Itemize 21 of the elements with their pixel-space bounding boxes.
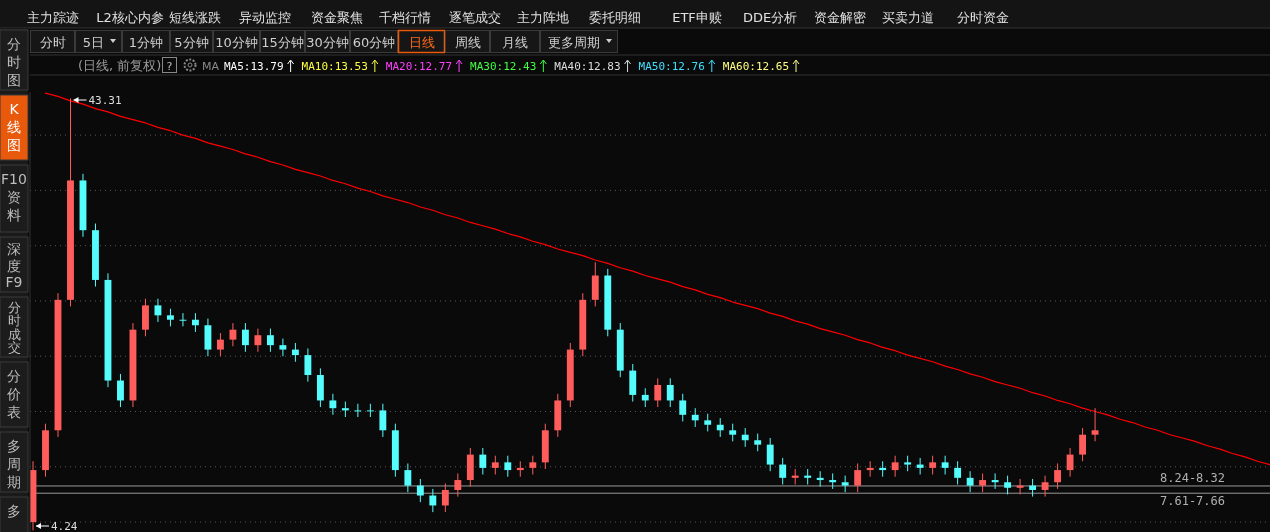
annotation: 4.24 xyxy=(51,520,78,532)
text: 短线涨跌 xyxy=(169,10,221,25)
text: 资金聚焦 xyxy=(311,10,363,25)
annotation: 43.31 xyxy=(88,94,122,107)
text: 委托明细 xyxy=(589,10,641,25)
text: 主力阵地 xyxy=(517,10,569,25)
band-label: 8.24-8.32 xyxy=(1160,471,1226,486)
help-button: ? xyxy=(162,57,177,73)
text: 买卖力道 xyxy=(882,10,934,25)
text: 主力踪迹 xyxy=(27,10,79,25)
text: ETF申赎 xyxy=(672,10,722,25)
text: DDE分析 xyxy=(742,10,798,25)
text: 资金解密 xyxy=(814,10,866,25)
text: 千档行情 xyxy=(379,10,431,25)
text: 逐笔成交 xyxy=(449,10,501,25)
text: L2核心内参 xyxy=(96,10,164,25)
band-label: 7.61-7.66 xyxy=(1160,494,1226,509)
text: MA xyxy=(202,60,220,73)
chart-subtitle: (日线, 前复权) xyxy=(78,58,162,73)
text: 异动监控 xyxy=(239,10,291,25)
text: 分时资金 xyxy=(957,10,1009,25)
